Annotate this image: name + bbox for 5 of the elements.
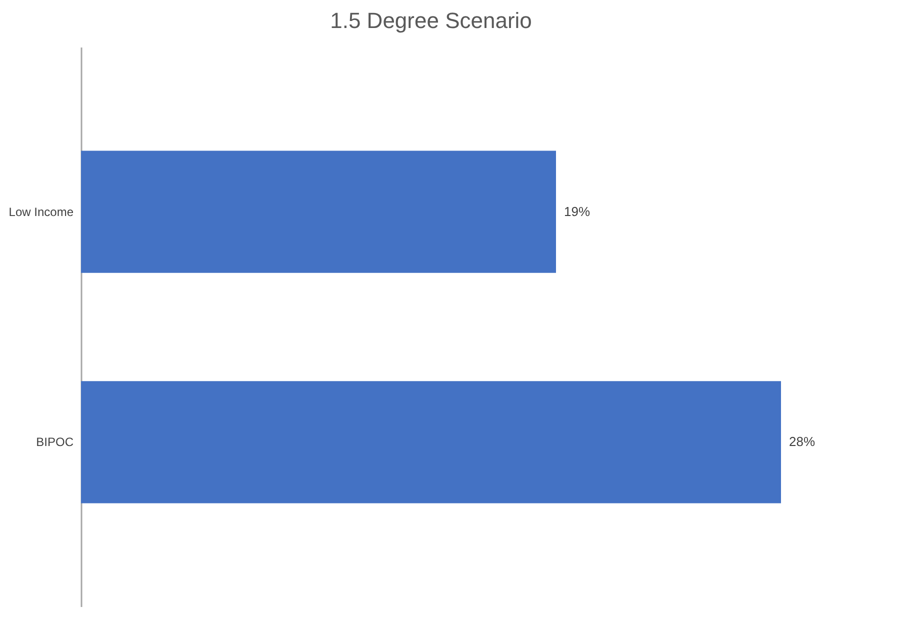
data-label: 28% [789, 434, 816, 450]
y-tick-label: BIPOC [36, 435, 74, 450]
chart-title: 1.5 Degree Scenario [330, 8, 532, 33]
y-tick-label: Low Income [8, 204, 74, 219]
data-label: 19% [564, 204, 590, 219]
